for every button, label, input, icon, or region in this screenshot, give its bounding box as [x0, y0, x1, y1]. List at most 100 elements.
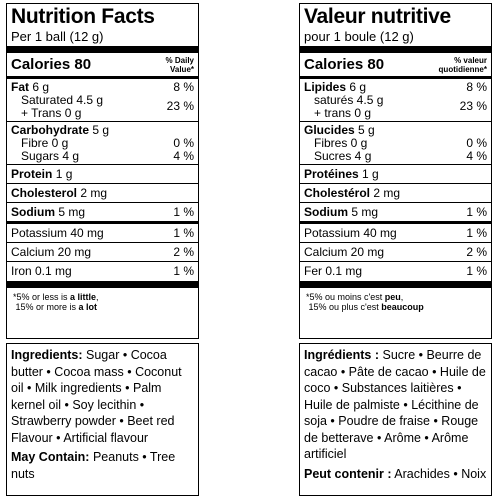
calcium: Calcium 20 mg	[304, 245, 385, 259]
ingredients-text: Sugar • Cocoa butter • Cocoa mass • Coco…	[11, 348, 182, 445]
saturated: Saturated 4.5 g	[21, 93, 104, 107]
footnote: *5% or less is a little, 15% or more is …	[11, 288, 194, 312]
may-contain-label: Peut contenir :	[304, 466, 392, 481]
sat-trans-percent: 23 %	[459, 99, 487, 113]
ingredients-label: Ingrédients :	[304, 348, 380, 362]
fibre: Fibre 0 g	[21, 136, 69, 150]
divider	[300, 242, 491, 243]
carb-row: Carbohydrate 5 g	[11, 124, 194, 137]
saturated-trans-row: Saturated 4.5 g + Trans 0 g 23 %	[11, 94, 194, 120]
potassium-percent: 1 %	[466, 226, 487, 240]
fat-group: Fat 6 g 8 % Saturated 4.5 g + Trans 0 g 2…	[11, 79, 194, 121]
nutrition-facts-panel-fr: Valeur nutritive pour 1 boule (12 g) Cal…	[299, 3, 492, 339]
medium-divider	[7, 76, 198, 79]
may-contain-label: May Contain:	[11, 450, 90, 464]
footnote: *5% ou moins c'est peu, 15% ou plus c'es…	[304, 288, 487, 312]
sugars: Sugars 4 g	[21, 149, 80, 163]
footnote-b-bold: a lot	[78, 302, 98, 312]
sugars-percent: 4 %	[173, 149, 194, 163]
sat-trans-percent: 23 %	[166, 99, 194, 113]
may-contain-text: Peanuts • Tree nuts	[11, 450, 176, 481]
daily-value-line1: % Daily	[165, 55, 194, 65]
potassium-row: Potassium 40 mg 1 %	[304, 224, 487, 242]
fat-row: Fat 6 g 8 %	[11, 81, 194, 94]
carb-group: Carbohydrate 5 g Fibre 0 g 0 % Sugars 4 …	[11, 122, 194, 164]
thick-divider	[7, 281, 198, 288]
fibre-row: Fibres 0 g 0 %	[304, 137, 487, 150]
carb-group: Glucides 5 g Fibres 0 g 0 % Sucres 4 g 4…	[304, 122, 487, 164]
divider	[300, 121, 491, 122]
fibre-percent: 0 %	[173, 136, 194, 150]
medium-divider	[300, 221, 491, 224]
may-contain: Peut contenir : Arachides • Noix	[304, 466, 487, 483]
calories-row: Calories 80 % valeur quotidienne*	[304, 53, 487, 76]
thick-divider	[300, 281, 491, 288]
daily-value-line2: quotidienne*	[438, 64, 487, 74]
sodium-label: Sodium	[304, 205, 348, 219]
fibre: Fibres 0 g	[314, 136, 368, 150]
carb-amount: 5 g	[92, 123, 110, 137]
iron-row: Fer 0.1 mg 1 %	[304, 262, 487, 280]
potassium: Potassium 40 mg	[304, 226, 397, 240]
protein-amount: 1 g	[362, 167, 379, 181]
divider	[300, 164, 491, 165]
footnote-a: *5% or less is	[13, 292, 71, 302]
fat-label: Fat	[11, 80, 29, 94]
calories: Calories 80	[304, 56, 385, 73]
thick-divider	[300, 46, 491, 53]
sodium-amount: 5 mg	[58, 205, 86, 219]
fat-percent: 8 %	[173, 80, 194, 94]
fat-percent: 8 %	[466, 80, 487, 94]
medium-divider	[300, 76, 491, 79]
calcium: Calcium 20 mg	[11, 245, 92, 259]
fat-label: Lipides	[304, 80, 347, 94]
calories-row: Calories 80 % Daily Value*	[11, 53, 194, 76]
divider	[300, 261, 491, 262]
footnote-a-end: ,	[96, 292, 99, 302]
medium-divider	[7, 221, 198, 224]
footnote-b: 15% ou plus c'est	[308, 302, 382, 312]
saturated-trans-row: saturés 4.5 g + trans 0 g 23 %	[304, 94, 487, 120]
footnote-a-end: ,	[400, 292, 404, 302]
sodium-row: Sodium 5 mg 1 %	[11, 203, 194, 221]
trans: + Trans 0 g	[21, 106, 82, 120]
footnote-b-bold: beaucoup	[381, 302, 424, 312]
footnote-a-bold: a little	[70, 292, 97, 302]
sodium-amount: 5 mg	[351, 205, 379, 219]
potassium-row: Potassium 40 mg 1 %	[11, 224, 194, 242]
trans: + trans 0 g	[314, 106, 372, 120]
iron: Iron 0.1 mg	[11, 264, 72, 278]
fibre-percent: 0 %	[466, 136, 487, 150]
divider	[300, 183, 491, 184]
saturated: saturés 4.5 g	[314, 93, 384, 107]
footnote-a-bold: peu	[384, 292, 401, 302]
protein-label: Protéines	[304, 167, 359, 181]
iron-row: Iron 0.1 mg 1 %	[11, 262, 194, 280]
fat-amount: 6 g	[32, 80, 50, 94]
may-contain-text: Arachides • Noix	[391, 466, 487, 481]
cholesterol-row: Cholesterol 2 mg	[11, 184, 194, 202]
sugars-row: Sucres 4 g 4 %	[304, 150, 487, 163]
panel-title: Nutrition Facts	[11, 5, 155, 28]
divider	[7, 242, 198, 243]
fat-group: Lipides 6 g 8 % saturés 4.5 g + trans 0 g…	[304, 79, 487, 121]
calcium-row: Calcium 20 mg 2 %	[11, 243, 194, 261]
ingredients: Ingrédients : Sucre • Beurre de cacao • …	[304, 347, 487, 463]
carb-label: Carbohydrate	[11, 123, 90, 137]
daily-value-line2: Value*	[169, 64, 194, 74]
serving-size: pour 1 boule (12 g)	[304, 29, 414, 44]
ingredients-label: Ingredients:	[11, 348, 83, 362]
cholesterol-row: Cholestérol 2 mg	[304, 184, 487, 202]
sodium-row: Sodium 5 mg 1 %	[304, 203, 487, 221]
daily-value-header: % valeur quotidienne*	[439, 56, 487, 74]
potassium-percent: 1 %	[173, 226, 194, 240]
calories: Calories 80	[11, 56, 92, 73]
daily-value-line1: % valeur	[454, 55, 487, 65]
divider	[7, 261, 198, 262]
sugars-row: Sugars 4 g 4 %	[11, 150, 194, 163]
divider	[7, 183, 198, 184]
thick-divider	[7, 46, 198, 53]
protein-amount: 1 g	[55, 167, 73, 181]
divider	[7, 121, 198, 122]
protein-row: Protéines 1 g	[304, 165, 487, 183]
